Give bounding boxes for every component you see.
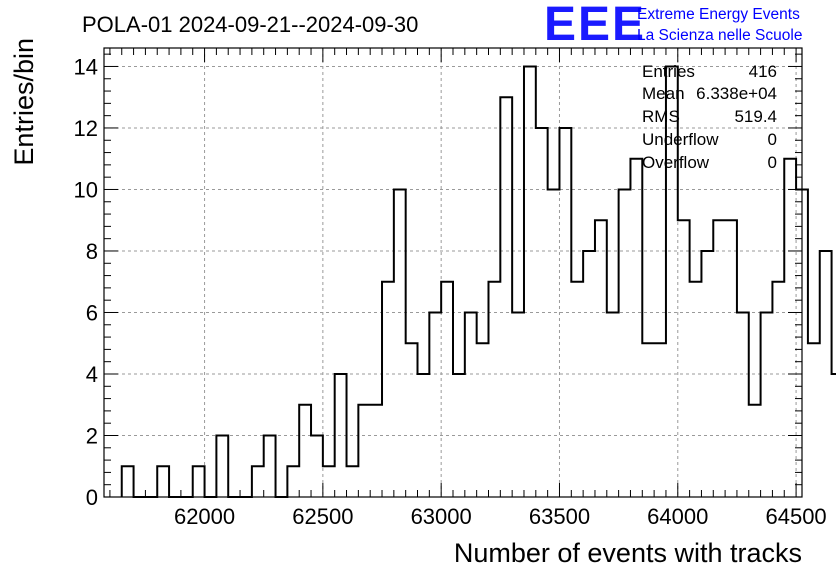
x-tick-label: 63500 bbox=[529, 504, 590, 529]
histogram-bin bbox=[347, 466, 359, 497]
histogram-bin bbox=[311, 435, 323, 497]
stats-value-mean: 6.338e+04 bbox=[696, 84, 777, 103]
y-tick-label: 14 bbox=[74, 54, 98, 79]
stats-value-entries: 416 bbox=[749, 62, 777, 81]
histogram-bin bbox=[690, 282, 702, 497]
histogram-bin bbox=[607, 312, 619, 497]
histogram-bin bbox=[784, 159, 796, 497]
plot-frame bbox=[103, 47, 803, 498]
histogram-bin bbox=[654, 343, 666, 497]
histogram-bin bbox=[429, 312, 441, 497]
histogram-bin bbox=[299, 405, 311, 497]
y-tick-label: 8 bbox=[86, 239, 98, 264]
histogram-bin bbox=[323, 466, 335, 497]
y-tick-label: 10 bbox=[74, 177, 98, 202]
eee-logo: EEE Extreme Energy Events La Scienza nel… bbox=[544, 0, 802, 51]
x-tick-label: 63000 bbox=[411, 504, 472, 529]
histogram-bin bbox=[832, 374, 836, 497]
histogram-bin bbox=[465, 312, 477, 497]
x-axis-label: Number of events with tracks bbox=[454, 538, 802, 568]
x-tick-label: 62500 bbox=[292, 504, 353, 529]
histogram-bin bbox=[772, 282, 784, 497]
histogram-bin bbox=[382, 282, 394, 497]
x-tick-label: 62000 bbox=[174, 504, 235, 529]
stats-value-underflow: 0 bbox=[768, 130, 777, 149]
stats-label-underflow: Underflow bbox=[642, 130, 719, 149]
histogram-bin bbox=[358, 405, 370, 497]
histogram-bars bbox=[120, 65, 836, 498]
histogram-bin bbox=[370, 405, 382, 497]
x-tick-label: 64000 bbox=[647, 504, 708, 529]
histogram-bin bbox=[595, 220, 607, 497]
histogram-bin bbox=[749, 405, 761, 497]
grid bbox=[104, 48, 802, 497]
histogram-bin bbox=[619, 189, 631, 497]
stats-label-entries: Entries bbox=[642, 62, 695, 81]
stats-label-overflow: Overflow bbox=[642, 153, 710, 172]
histogram-bin bbox=[287, 466, 299, 497]
logo-line-1: Extreme Energy Events bbox=[637, 6, 800, 23]
stats-value-overflow: 0 bbox=[768, 153, 777, 172]
histogram-bin bbox=[571, 282, 583, 497]
stats-label-mean: Mean bbox=[642, 84, 685, 103]
y-tick-label: 2 bbox=[86, 423, 98, 448]
histogram-bin bbox=[737, 312, 749, 497]
y-tick-label: 4 bbox=[86, 362, 98, 387]
stats-box: Entries 416 Mean 6.338e+04 RMS 519.4 Und… bbox=[642, 62, 777, 172]
stats-label-rms: RMS bbox=[642, 107, 680, 126]
histogram-bin bbox=[820, 251, 832, 497]
histogram-bin bbox=[642, 343, 654, 497]
histogram-bin bbox=[678, 220, 690, 497]
y-tick-label: 6 bbox=[86, 300, 98, 325]
histogram-bin bbox=[488, 282, 500, 497]
histogram-bin bbox=[264, 435, 276, 497]
histogram-bin bbox=[500, 97, 512, 497]
y-axis-label: Entries/bin bbox=[9, 38, 39, 166]
histogram-bin bbox=[193, 466, 205, 497]
histogram-bin bbox=[441, 282, 453, 497]
histogram-bin bbox=[122, 466, 134, 497]
histogram-bin bbox=[216, 435, 228, 497]
histogram-bin bbox=[406, 343, 418, 497]
histogram-bin bbox=[808, 343, 820, 497]
x-tick-label: 64500 bbox=[765, 504, 826, 529]
histogram-bin bbox=[524, 66, 536, 497]
histogram-bin bbox=[713, 220, 725, 497]
histogram-bin bbox=[394, 189, 406, 497]
logo-line-2: La Scienza nelle Scuole bbox=[637, 27, 802, 44]
y-tick-label: 0 bbox=[86, 485, 98, 510]
histogram-bin bbox=[548, 189, 560, 497]
chart-title: POLA-01 2024-09-21--2024-09-30 bbox=[82, 12, 418, 37]
logo-mark: EEE bbox=[544, 0, 646, 51]
histogram-bin bbox=[630, 159, 642, 497]
histogram-bin bbox=[761, 312, 773, 497]
stats-value-rms: 519.4 bbox=[734, 107, 777, 126]
histogram-bin bbox=[157, 466, 169, 497]
histogram-bin bbox=[477, 343, 489, 497]
y-tick-label: 12 bbox=[74, 116, 98, 141]
histogram-bin bbox=[725, 220, 737, 497]
histogram-bin bbox=[512, 312, 524, 497]
histogram-bin bbox=[252, 466, 264, 497]
histogram-outline bbox=[120, 65, 836, 498]
axes: 62000 62500 63000 63500 64000 64500 0 2 4 6 8 10 12 1… bbox=[74, 47, 827, 529]
